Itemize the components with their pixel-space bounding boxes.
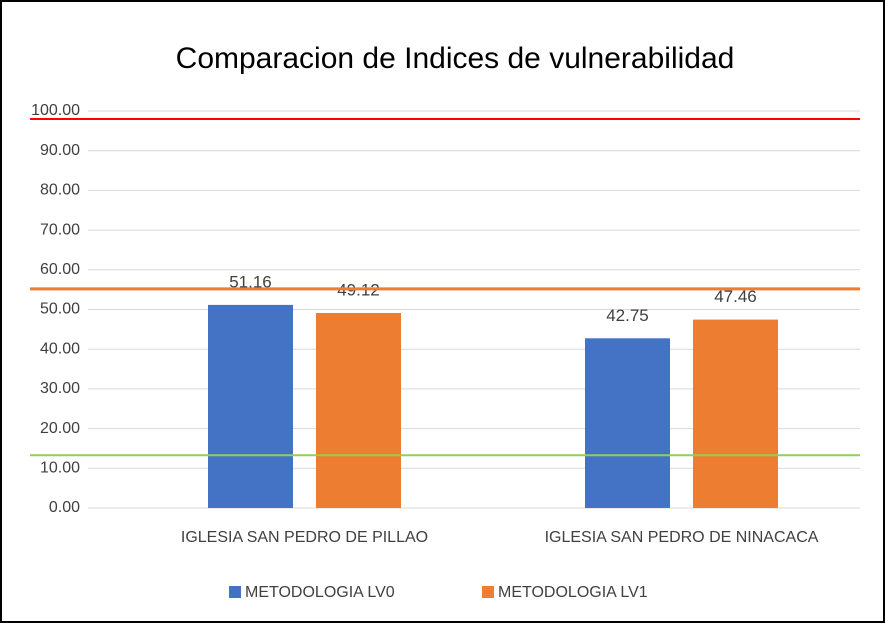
data-label: 42.75 [606, 306, 649, 325]
bar [316, 312, 401, 508]
bar [693, 319, 778, 508]
y-tick-label: 90.00 [40, 142, 80, 159]
x-tick-label: IGLESIA SAN PEDRO DE PILLAO [181, 529, 428, 546]
x-tick-label: IGLESIA SAN PEDRO DE NINACACA [545, 529, 819, 546]
y-tick-label: 20.00 [40, 420, 80, 437]
y-tick-label: 70.00 [40, 221, 80, 238]
y-tick-label: 40.00 [40, 340, 80, 357]
y-tick-label: 50.00 [40, 301, 80, 318]
y-tick-label: 10.00 [40, 460, 80, 477]
legend-label: METODOLOGIA LV0 [245, 584, 395, 601]
y-tick-label: 0.00 [49, 499, 80, 516]
legend-label: METODOLOGIA LV1 [498, 584, 648, 601]
data-label: 51.16 [229, 272, 272, 291]
data-label: 47.46 [714, 287, 757, 306]
y-tick-label: 100.00 [31, 102, 80, 119]
y-tick-label: 60.00 [40, 261, 80, 278]
legend-swatch [482, 586, 494, 598]
chart-title: Comparacion de Indices de vulnerabilidad [176, 42, 735, 75]
legend-swatch [229, 586, 241, 598]
bar [585, 338, 670, 508]
bar [208, 304, 293, 508]
y-tick-label: 30.00 [40, 380, 80, 397]
y-tick-label: 80.00 [40, 182, 80, 199]
